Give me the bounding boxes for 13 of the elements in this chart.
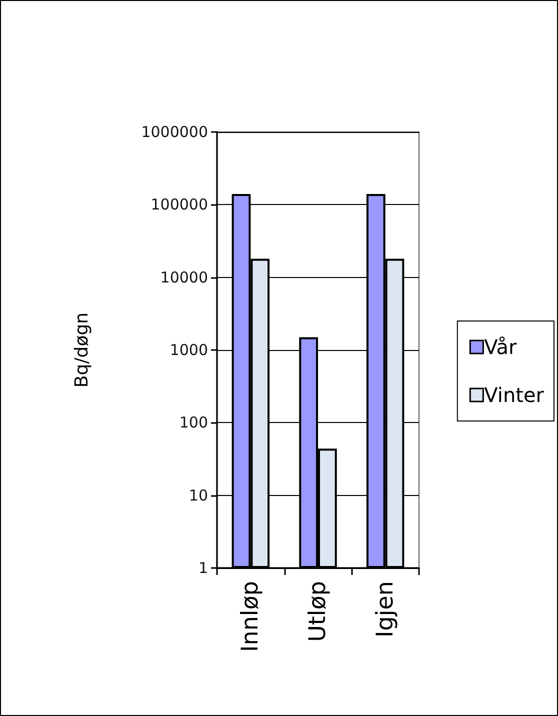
y-tick-label: 10000 bbox=[160, 268, 208, 286]
x-tick-label: Utløp bbox=[305, 581, 331, 642]
y-tick-label: 1 bbox=[198, 559, 208, 577]
y-axis-title: Bq/døgn bbox=[72, 312, 92, 388]
x-tick-label: Innløp bbox=[238, 581, 264, 652]
y-tick-label: 100 bbox=[179, 414, 208, 432]
legend-label: Vår bbox=[484, 335, 518, 359]
y-tick-label: 1000 bbox=[170, 341, 208, 359]
y-tick-label: 100000 bbox=[150, 196, 208, 214]
y-tick-label: 1000000 bbox=[141, 123, 208, 141]
y-tick-label: 10 bbox=[188, 486, 208, 504]
x-tick-label: Igjen bbox=[372, 581, 398, 638]
legend-label: Vinter bbox=[484, 383, 545, 407]
